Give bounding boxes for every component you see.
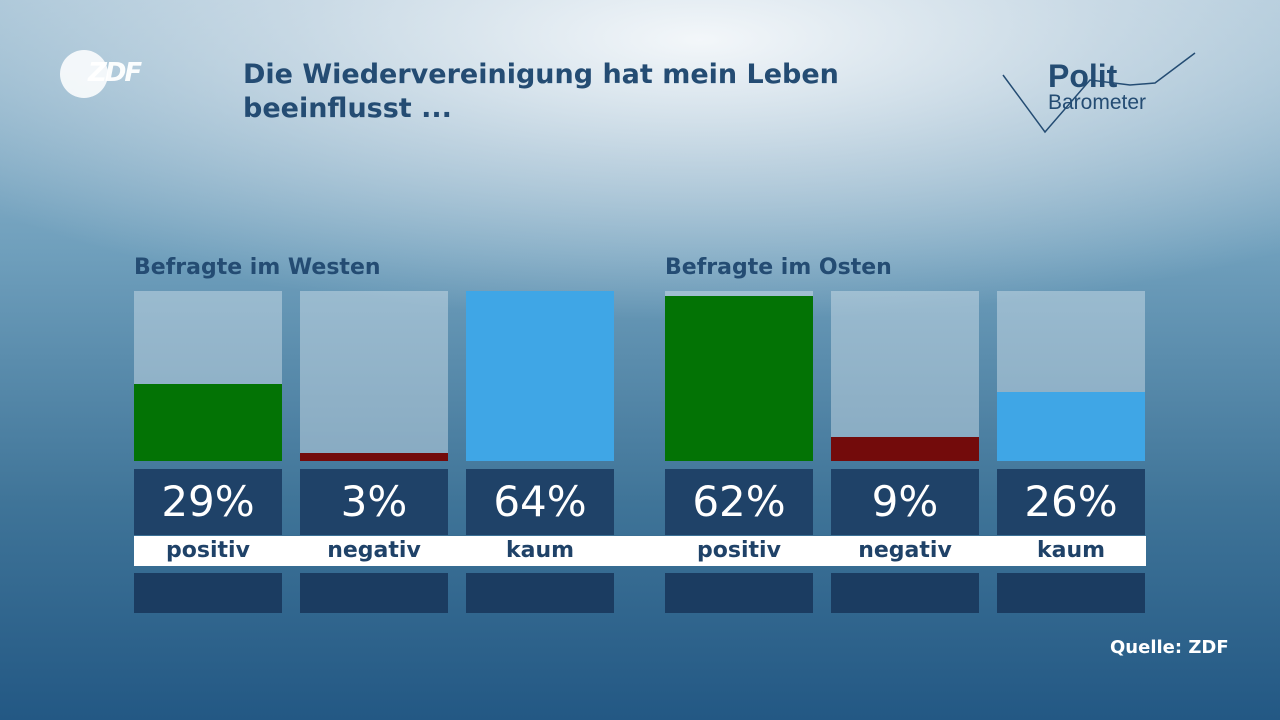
footer-box: [997, 573, 1145, 613]
source-note: Quelle: ZDF: [1110, 637, 1229, 658]
bar-fill-east-positiv: [665, 296, 813, 461]
brand-polit: Polit: [1048, 58, 1118, 94]
value-label-east-negativ: 9%: [831, 469, 979, 535]
category-label-west-negativ: negativ: [327, 538, 421, 563]
footer-box: [831, 573, 979, 613]
bar-fill-east-negativ: [831, 437, 979, 461]
category-label-east-positiv: positiv: [697, 538, 781, 563]
value-label-west-kaum: 64%: [466, 469, 614, 535]
category-label-east-kaum: kaum: [1036, 538, 1106, 563]
chart-title: Die Wiedervereinigung hat mein Leben bee…: [243, 59, 839, 124]
value-label-east-positiv: 62%: [665, 469, 813, 535]
zdf-logo: ZDF: [88, 58, 142, 88]
category-label-east-negativ: negativ: [858, 538, 952, 563]
value-label-east-kaum: 26%: [997, 469, 1145, 535]
zdf-logo-circle: [60, 50, 108, 98]
bar-track: [831, 291, 979, 461]
footer-box: [665, 573, 813, 613]
bar-fill-west-positiv: [134, 384, 282, 461]
bar-track: [300, 291, 448, 461]
category-label-west-positiv: positiv: [166, 538, 250, 563]
group-title-west: Befragte im Westen: [134, 255, 381, 280]
footer-box: [466, 573, 614, 613]
group-title-east: Befragte im Osten: [665, 255, 892, 280]
bar-fill-east-kaum: [997, 392, 1145, 461]
category-label-west-kaum: kaum: [505, 538, 575, 563]
politbarometer-zigzag-icon: [1002, 52, 1196, 134]
category-label-strip: [134, 536, 1146, 566]
value-label-west-positiv: 29%: [134, 469, 282, 535]
brand-barometer: Barometer: [1048, 91, 1147, 114]
bar-fill-west-negativ: [300, 453, 448, 461]
footer-box: [300, 573, 448, 613]
bar-fill-west-kaum: [466, 291, 614, 461]
footer-box: [134, 573, 282, 613]
value-label-west-negativ: 3%: [300, 469, 448, 535]
